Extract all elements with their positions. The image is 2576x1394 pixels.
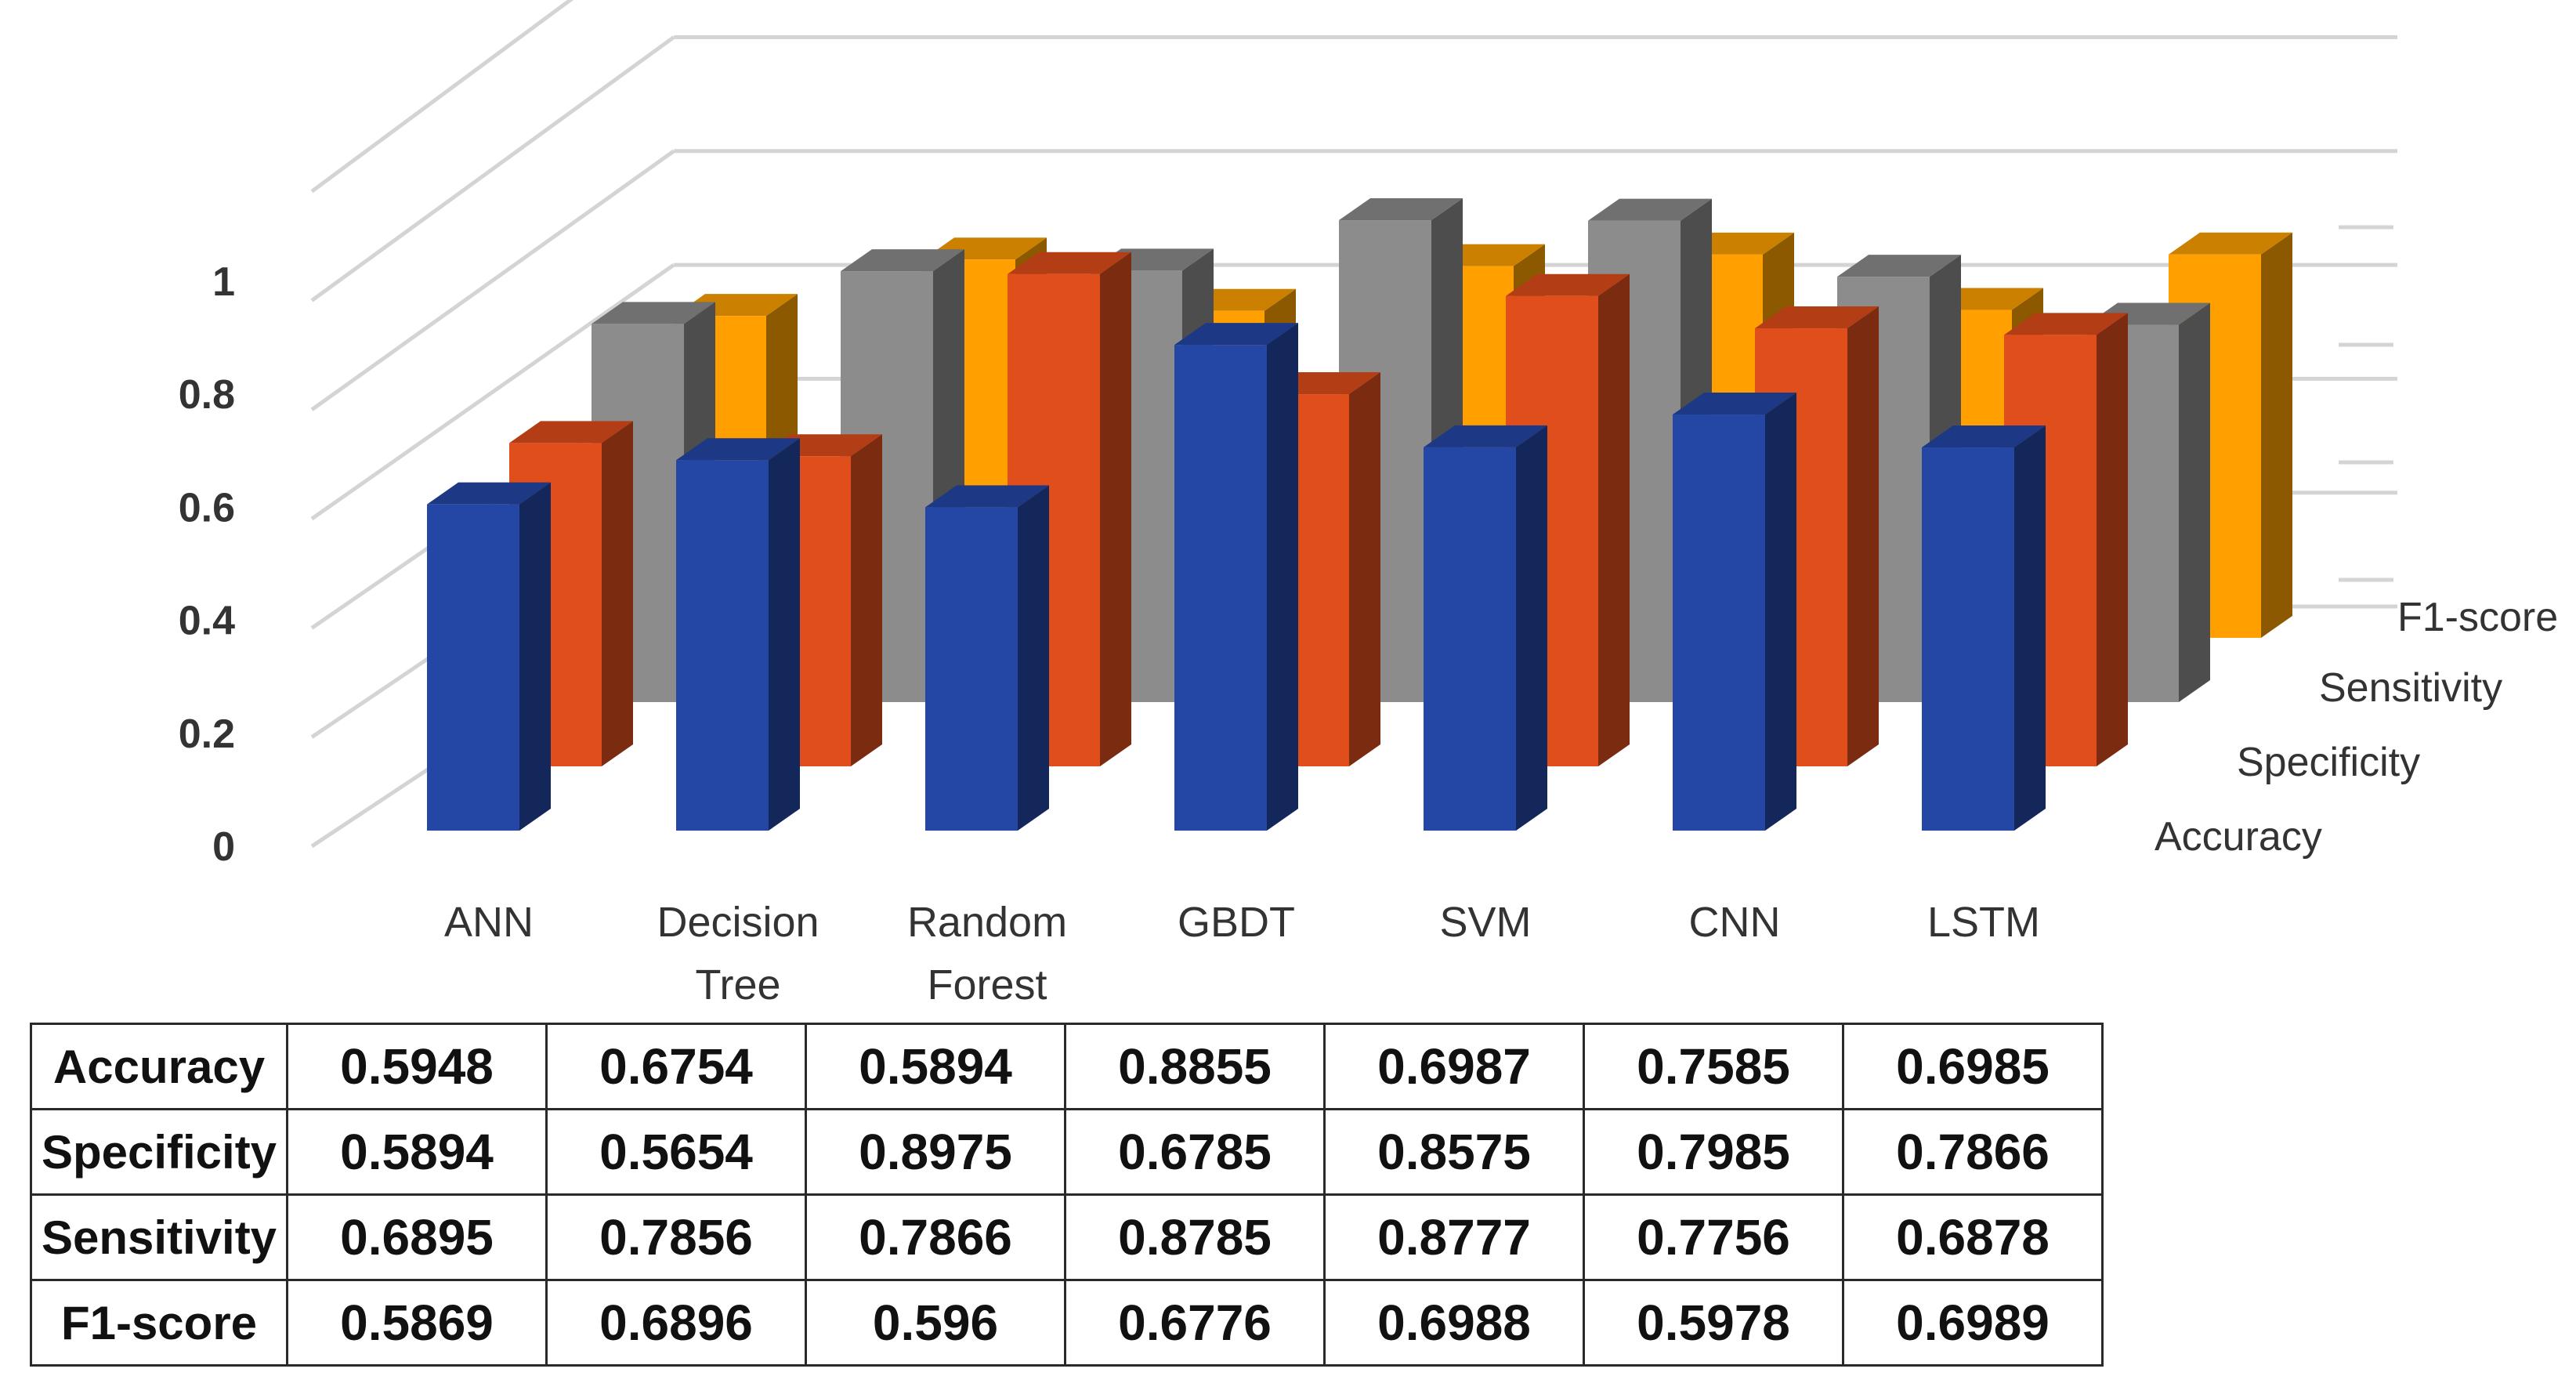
y-tick-label: 1 — [212, 259, 235, 305]
table-cell: 0.7866 — [1842, 1108, 2104, 1196]
table-cell: 0.5869 — [286, 1279, 548, 1367]
x-tick-label: GBDT — [1178, 899, 1295, 946]
y-axis-ticks: 0 0.2 0.4 0.6 0.8 1 — [179, 259, 235, 870]
table-row-label: Accuracy — [30, 1023, 288, 1110]
bar-specificity-2 — [1008, 252, 1131, 766]
table-cell: 0.6878 — [1842, 1193, 2104, 1281]
y-tick-label: 0 — [212, 824, 235, 870]
table-cell: 0.5978 — [1583, 1279, 1844, 1367]
table-cell: 0.7866 — [805, 1193, 1066, 1281]
table-cell: 0.6985 — [1842, 1023, 2104, 1110]
gridline-side — [310, 35, 675, 302]
x-tick-label: LSTM — [1927, 899, 2040, 946]
table-cell: 0.6896 — [545, 1279, 807, 1367]
x-tick-label: ANN — [444, 899, 534, 946]
table-row-label: Specificity — [30, 1108, 288, 1196]
table-cell: 0.7756 — [1583, 1193, 1844, 1281]
bar-accuracy-1 — [676, 438, 800, 831]
table-cell: 0.5894 — [286, 1108, 548, 1196]
data-table: Accuracy 0.5948 0.6754 0.5894 0.8855 0.6987 0.… — [30, 1023, 2104, 1367]
x-tick-label: CNN — [1689, 899, 1781, 946]
table-row: Accuracy 0.5948 0.6754 0.5894 0.8855 0.6987 0.… — [30, 1023, 2104, 1110]
depth-label-specificity: Specificity — [2237, 740, 2420, 785]
depth-label-sensitivity: Sensitivity — [2319, 665, 2502, 711]
table-cell: 0.8975 — [805, 1108, 1066, 1196]
table-cell: 0.5948 — [286, 1023, 548, 1110]
bar-accuracy-3 — [1174, 323, 1298, 831]
table-cell: 0.596 — [805, 1279, 1066, 1367]
x-tick-label: Tree — [695, 961, 780, 1003]
table-cell: 0.8777 — [1323, 1193, 1585, 1281]
table-cell: 0.7856 — [545, 1193, 807, 1281]
table-row: Specificity 0.5894 0.5654 0.8975 0.6785 0.857… — [30, 1108, 2104, 1196]
table-cell: 0.5894 — [805, 1023, 1066, 1110]
x-tick-label: Random — [907, 899, 1067, 946]
x-tick-label: SVM — [1439, 899, 1531, 946]
table-cell: 0.6785 — [1064, 1108, 1326, 1196]
table-cell: 0.8855 — [1064, 1023, 1326, 1110]
x-tick-label: Forest — [927, 961, 1047, 1003]
table-cell: 0.5654 — [545, 1108, 807, 1196]
gridline-side — [310, 149, 675, 411]
labels: ANN Decision Tree Random Forest GBDT SVM CNN LST… — [444, 595, 2558, 1003]
bar-accuracy-6 — [1922, 425, 2046, 831]
bar-accuracy-4 — [1424, 425, 1547, 831]
table-cell: 0.7985 — [1583, 1108, 1844, 1196]
table-cell: 0.6988 — [1323, 1279, 1585, 1367]
y-tick-label: 0.8 — [179, 372, 235, 418]
table-cell: 0.6895 — [286, 1193, 548, 1281]
table-row-label: Sensitivity — [30, 1193, 288, 1281]
table-cell: 0.6776 — [1064, 1279, 1326, 1367]
table-row: F1-score 0.5869 0.6896 0.596 0.6776 0.6988 0.5… — [30, 1279, 2104, 1367]
table-row: Sensitivity 0.6895 0.7856 0.7866 0.8785 0.877… — [30, 1193, 2104, 1281]
table-cell: 0.7585 — [1583, 1023, 1844, 1110]
bar-accuracy-0 — [427, 482, 551, 831]
bar-accuracy-5 — [1673, 393, 1796, 831]
table-cell: 0.6989 — [1842, 1279, 2104, 1367]
gridline-side — [310, 263, 675, 521]
table-row-label: F1-score — [30, 1279, 288, 1367]
chart-3d-bar: 0 0.2 0.4 0.6 0.8 1 ANN Decision Tree Random Fore… — [179, 0, 2558, 1003]
bar-accuracy-2 — [925, 485, 1049, 831]
y-tick-label: 0.4 — [179, 599, 235, 644]
table-cell: 0.6987 — [1323, 1023, 1585, 1110]
table-cell: 0.6754 — [545, 1023, 807, 1110]
x-tick-label: Decision — [657, 899, 819, 946]
table-cell: 0.8575 — [1323, 1108, 1585, 1196]
y-tick-label: 0.2 — [179, 711, 235, 757]
depth-label-accuracy: Accuracy — [2155, 814, 2322, 860]
bars — [427, 198, 2292, 831]
y-tick-label: 0.6 — [179, 485, 235, 530]
table-cell: 0.8785 — [1064, 1193, 1326, 1281]
depth-label-f1-score: F1-score — [2397, 595, 2558, 640]
gridline-side — [310, 0, 574, 194]
